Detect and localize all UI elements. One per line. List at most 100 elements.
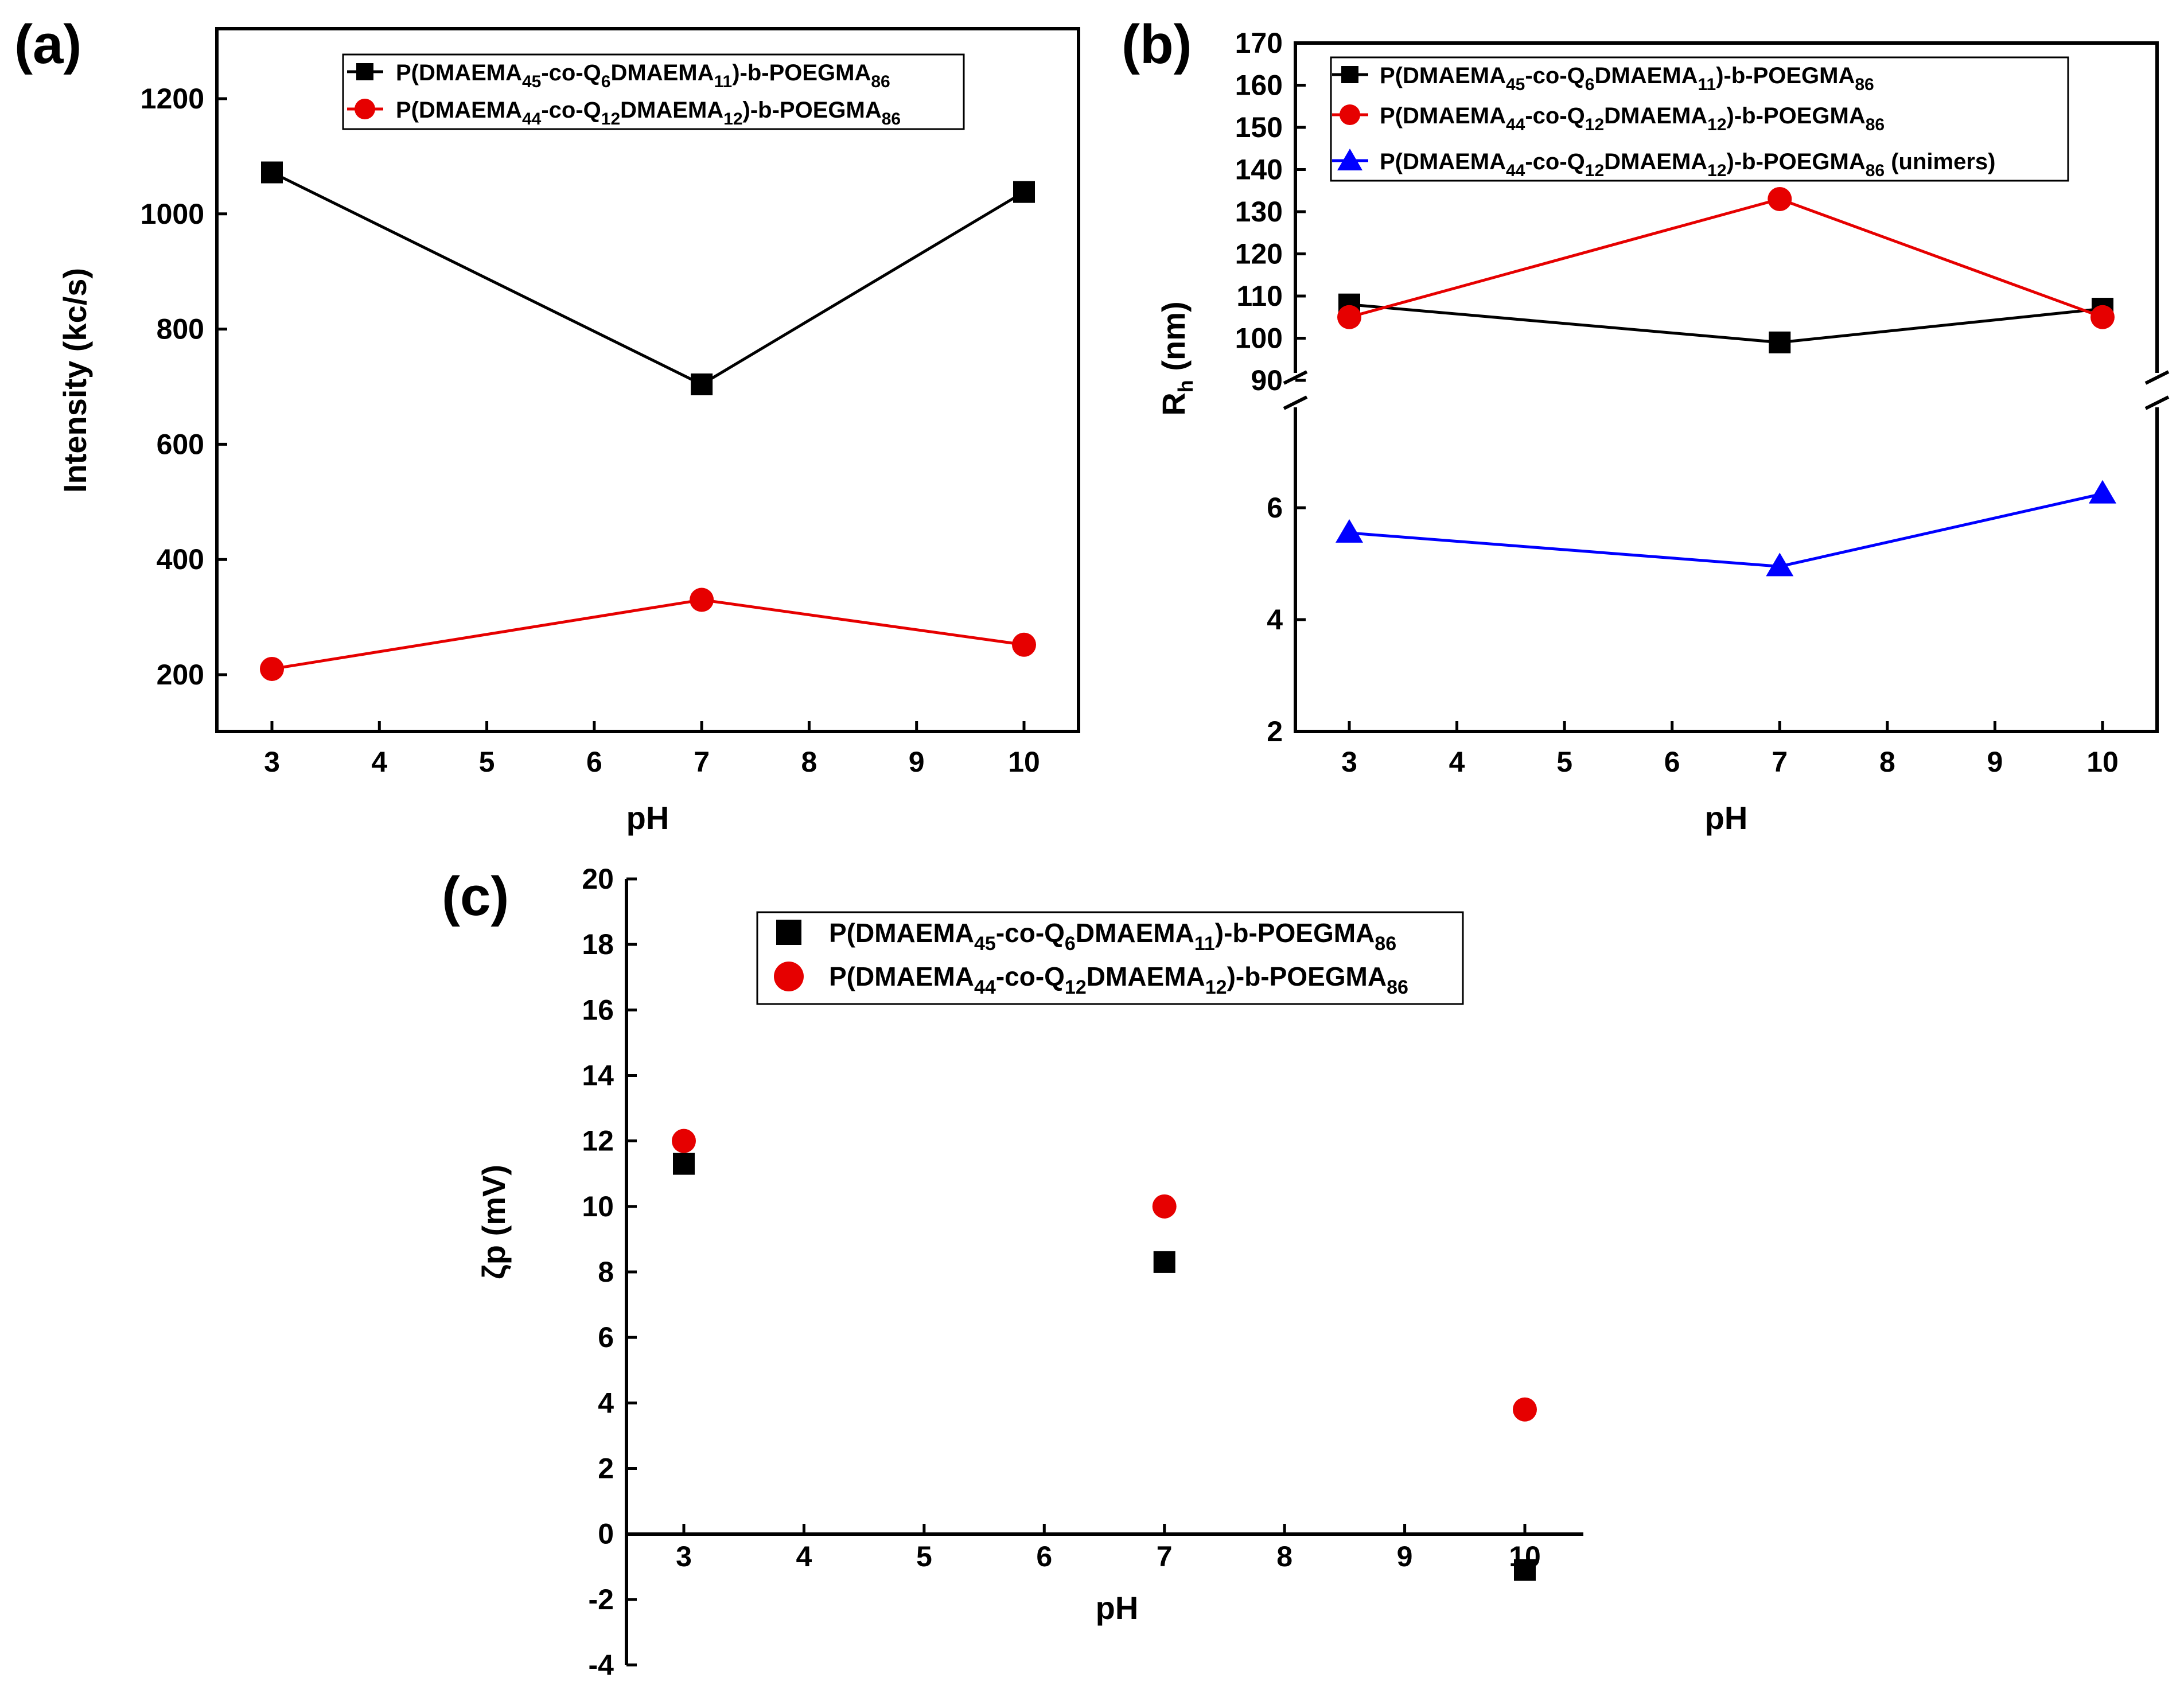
panel-c-y-axis-label: ζp (mV) bbox=[476, 1165, 512, 1279]
panel-b-legend-label-1: P(DMAEMA45-co-Q6DMAEMA11)-b-POEGMA86 bbox=[1380, 63, 1874, 94]
panel-a-legend-box bbox=[342, 53, 965, 130]
panel-b-upper-y-tick-label-90: 90 bbox=[1251, 364, 1283, 396]
panel-a-x-tick-label-4: 4 bbox=[371, 746, 387, 778]
panel-c-y-tick-label-8: 8 bbox=[598, 1256, 614, 1288]
panel-b-series-2-point-ph3 bbox=[1337, 305, 1361, 329]
panel-b-series-2-line bbox=[1349, 197, 2103, 319]
panel-b-legend-entry-3: P(DMAEMA44-co-Q12DMAEMA12)-b-POEGMA86 (u… bbox=[1332, 149, 1995, 180]
panel-b-axis-break-right bbox=[2144, 370, 2170, 410]
panel-a-y-tick-label-1000: 1000 bbox=[141, 198, 204, 230]
panel-b-lower-y-tick-label-4: 4 bbox=[1267, 604, 1283, 636]
panel-b-legend: P(DMAEMA45-co-Q6DMAEMA11)-b-POEGMA86 P(D… bbox=[1330, 56, 2069, 182]
panel-b-series-1-line bbox=[1349, 303, 2103, 344]
panel-a-series-2-line bbox=[271, 598, 1025, 671]
panel-c-y-tick-label-0: 0 bbox=[598, 1518, 614, 1550]
legend-triangle-marker bbox=[1337, 149, 1362, 170]
panel-c-legend-entry-1: P(DMAEMA45-co-Q6DMAEMA11)-b-POEGMA86 bbox=[776, 918, 1396, 955]
panel-c-series-1-point-ph3 bbox=[673, 1153, 695, 1175]
panel-c-y-tick-label-16: 16 bbox=[582, 994, 614, 1026]
panel-b-x-axis-label: pH bbox=[1705, 800, 1748, 836]
legend-circle-marker bbox=[1340, 104, 1360, 125]
panel-b-lower-y-tick-label-6: 6 bbox=[1267, 492, 1283, 524]
panel-a-x-tick-label-7: 7 bbox=[694, 746, 710, 778]
panel-c-legend-box bbox=[756, 911, 1464, 1005]
panel-c-legend-label-1: P(DMAEMA45-co-Q6DMAEMA11)-b-POEGMA86 bbox=[829, 918, 1396, 955]
panel-a-legend-entry-2: P(DMAEMA44-co-Q12DMAEMA12)-b-POEGMA86 bbox=[347, 98, 901, 129]
panel-c-x-axis-label: pH bbox=[1096, 1590, 1139, 1626]
panel-b-axis-break-left bbox=[1283, 370, 1308, 410]
panel-c-series-1-point-ph10 bbox=[1514, 1559, 1536, 1581]
panel-b-series-2-point-ph10 bbox=[2090, 305, 2115, 329]
panel-a-series-1-point-ph7 bbox=[691, 373, 713, 395]
panel-a-series-2-point-ph7 bbox=[690, 587, 714, 612]
panel-b-upper-y-tick-label-130: 130 bbox=[1235, 196, 1283, 228]
panel-c-series-2-point-ph7 bbox=[1152, 1194, 1177, 1219]
panel-c-label: (c) bbox=[442, 866, 509, 927]
panel-c-legend: P(DMAEMA45-co-Q6DMAEMA11)-b-POEGMA86 P(D… bbox=[756, 911, 1464, 1005]
panel-a-y-tick-label-200: 200 bbox=[157, 659, 204, 691]
panel-b-series-3-line bbox=[1349, 492, 2103, 568]
panel-b-series-2-point-ph7 bbox=[1768, 186, 1792, 211]
panel-b-x-tick-label-5: 5 bbox=[1556, 746, 1572, 778]
panel-a-intensity-chart: (a) 3 4 5 6 7 8 9 10 200 400 600 800 1000 1200 pH Int… bbox=[14, 14, 1080, 836]
panel-c-marks bbox=[672, 1128, 1537, 1581]
panel-b-upper-y-tick-label-140: 140 bbox=[1235, 154, 1283, 186]
panel-c-x-tick-label-3: 3 bbox=[676, 1540, 692, 1573]
legend-circle-marker bbox=[355, 99, 375, 119]
panel-c-y-tick-label-12: 12 bbox=[582, 1125, 614, 1157]
panel-a-series-1-line bbox=[271, 171, 1025, 386]
panel-a-x-tick-label-8: 8 bbox=[801, 746, 817, 778]
panel-a-y-tick-label-400: 400 bbox=[157, 543, 204, 575]
panel-c-legend-label-2: P(DMAEMA44-co-Q12DMAEMA12)-b-POEGMA86 bbox=[829, 962, 1408, 998]
panel-a-x-tick-label-3: 3 bbox=[264, 746, 280, 778]
panel-b-label: (b) bbox=[1122, 14, 1192, 75]
panel-c-y-tick-label-2: 2 bbox=[598, 1453, 614, 1485]
panel-a-legend: P(DMAEMA45-co-Q6DMAEMA11)-b-POEGMA86 P(D… bbox=[342, 53, 965, 130]
panel-b-upper-frame bbox=[1294, 41, 2159, 373]
panel-b-x-tick-label-8: 8 bbox=[1879, 746, 1895, 778]
panel-c-y-tick-label--4: -4 bbox=[589, 1649, 614, 1681]
panel-a-marks bbox=[260, 161, 1036, 681]
panel-b-legend-entry-2: P(DMAEMA44-co-Q12DMAEMA12)-b-POEGMA86 bbox=[1332, 103, 1885, 134]
panel-b-x-tick-label-9: 9 bbox=[1987, 746, 2003, 778]
panel-a-x-tick-label-10: 10 bbox=[1008, 746, 1040, 778]
panel-c-x-tick-label-6: 6 bbox=[1036, 1540, 1052, 1573]
panel-a-x-tick-label-5: 5 bbox=[479, 746, 495, 778]
panel-c-y-tick-label-18: 18 bbox=[582, 928, 614, 960]
panel-c-x-tick-label-9: 9 bbox=[1397, 1540, 1413, 1573]
panel-b-upper-y-tick-label-120: 120 bbox=[1235, 238, 1283, 270]
panel-b-series-3-point-ph3 bbox=[1336, 519, 1363, 543]
panel-a-plot-frame bbox=[215, 27, 1080, 733]
panel-b-legend-box bbox=[1330, 56, 2069, 182]
panel-b-upper-y-tick-label-170: 170 bbox=[1235, 27, 1283, 59]
panel-c-x-tick-label-4: 4 bbox=[796, 1540, 812, 1573]
panel-a-legend-label-1: P(DMAEMA45-co-Q6DMAEMA11)-b-POEGMA86 bbox=[396, 60, 890, 91]
panel-a-series-2-point-ph3 bbox=[260, 656, 284, 681]
panel-c-x-tick-label-8: 8 bbox=[1276, 1540, 1293, 1573]
panel-a-y-tick-label-800: 800 bbox=[157, 313, 204, 345]
panel-a-series-1-point-ph10 bbox=[1013, 181, 1035, 203]
panel-b-upper-y-tick-label-110: 110 bbox=[1236, 280, 1283, 312]
panel-a-x-tick-label-9: 9 bbox=[909, 746, 925, 778]
panel-c-x-tick-label-5: 5 bbox=[916, 1540, 932, 1573]
legend-square-marker bbox=[1341, 66, 1358, 83]
legend-square-marker bbox=[356, 63, 373, 80]
legend-circle-marker bbox=[774, 962, 804, 991]
panel-b-x-tick-label-7: 7 bbox=[1772, 746, 1788, 778]
panel-a-legend-entry-1: P(DMAEMA45-co-Q6DMAEMA11)-b-POEGMA86 bbox=[347, 60, 890, 91]
panel-c-series-2-point-ph10 bbox=[1513, 1397, 1537, 1422]
panel-c-y-tick-label-4: 4 bbox=[598, 1387, 614, 1419]
panel-c-series-2-point-ph3 bbox=[672, 1128, 696, 1153]
panel-a-y-axis-label: Intensity (kc/s) bbox=[57, 268, 93, 493]
panel-c-y-tick-label-10: 10 bbox=[582, 1190, 614, 1223]
panel-b-series-1-point-ph7 bbox=[1769, 331, 1791, 353]
panel-b-legend-entry-1: P(DMAEMA45-co-Q6DMAEMA11)-b-POEGMA86 bbox=[1332, 63, 1874, 94]
panel-c-legend-entry-2: P(DMAEMA44-co-Q12DMAEMA12)-b-POEGMA86 bbox=[774, 962, 1408, 998]
panel-c-y-tick-label-14: 14 bbox=[582, 1060, 614, 1092]
panel-b-x-tick-label-3: 3 bbox=[1341, 746, 1357, 778]
panel-c-y-tick-label-20: 20 bbox=[582, 863, 614, 895]
panel-b-legend-label-3: P(DMAEMA44-co-Q12DMAEMA12)-b-POEGMA86 (u… bbox=[1380, 149, 1995, 180]
panel-a-series-1-point-ph3 bbox=[261, 161, 283, 184]
